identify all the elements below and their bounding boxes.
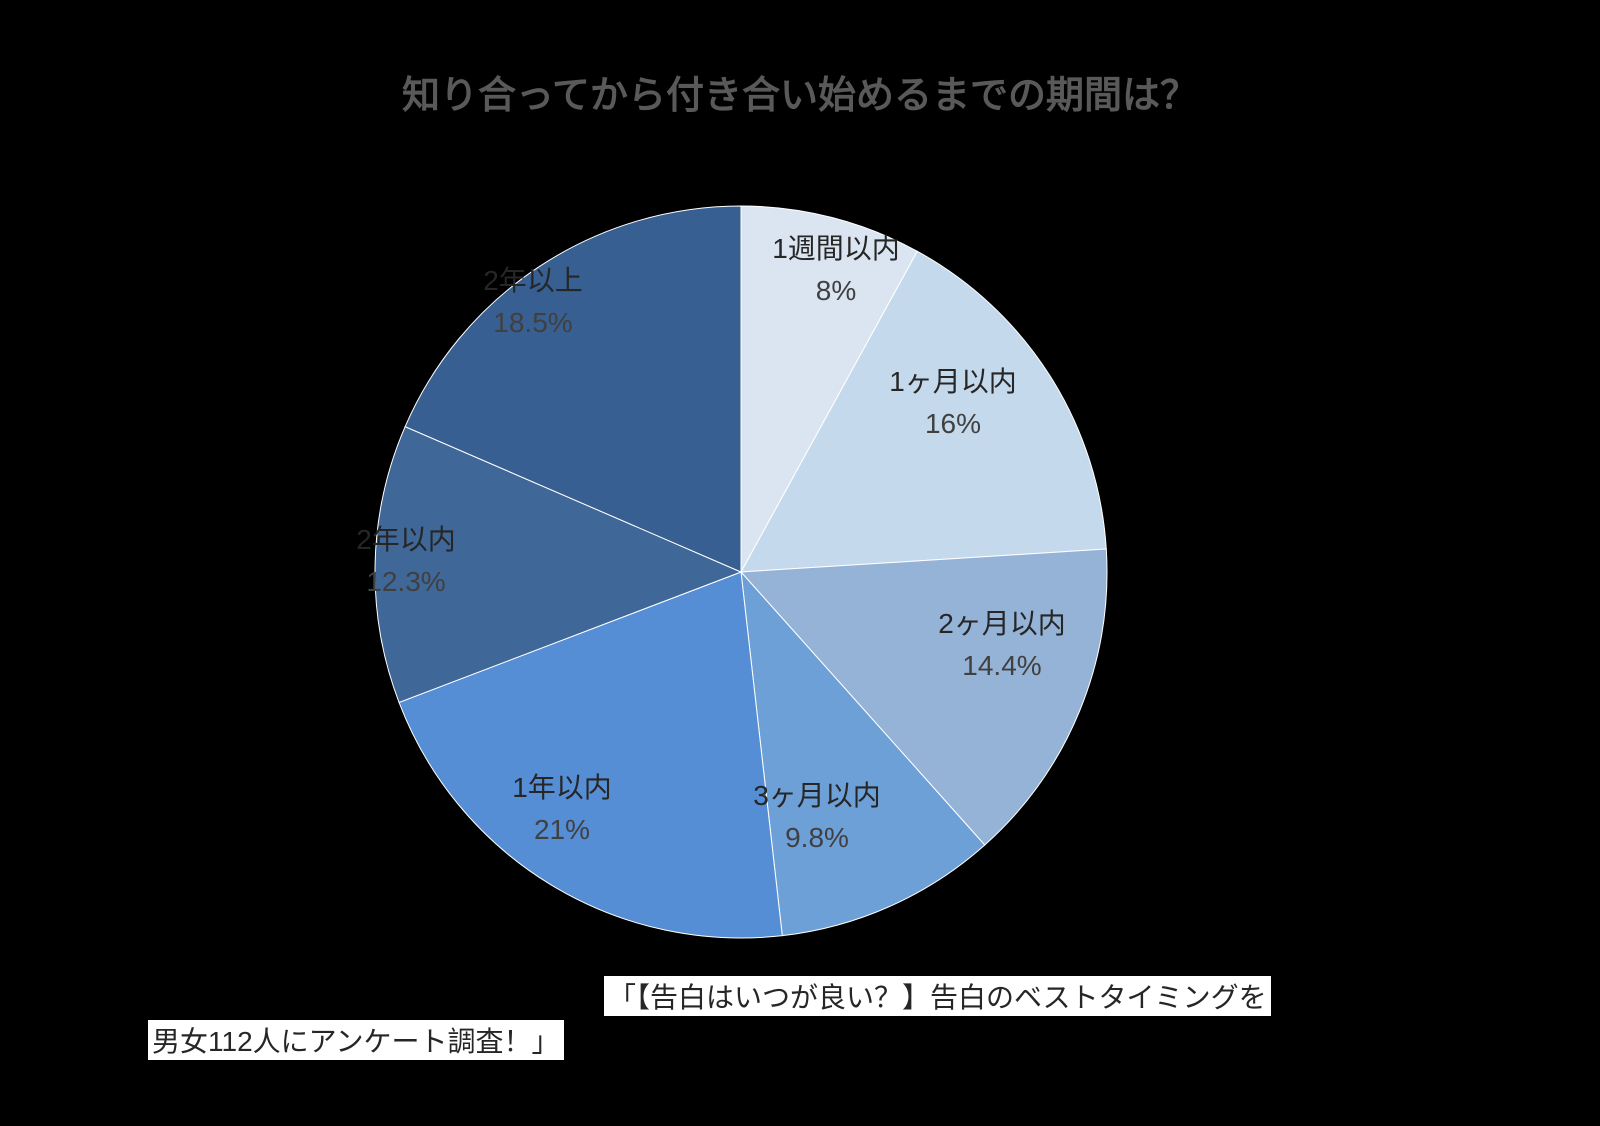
slice-label: 2年以内12.3%: [356, 519, 456, 603]
slice-percent: 16%: [889, 403, 1017, 445]
slice-percent: 12.3%: [356, 561, 456, 603]
slice-label: 2ヶ月以内14.4%: [938, 603, 1066, 687]
slice-name: 3ヶ月以内: [753, 775, 881, 817]
slice-name: 2ヶ月以内: [938, 603, 1066, 645]
slice-name: 2年以内: [356, 519, 456, 561]
slice-label: 1ヶ月以内16%: [889, 361, 1017, 445]
slice-percent: 9.8%: [753, 817, 881, 859]
slice-name: 1週間以内: [772, 228, 900, 270]
slice-percent: 14.4%: [938, 645, 1066, 687]
slice-label: 3ヶ月以内9.8%: [753, 775, 881, 859]
slice-label: 1週間以内8%: [772, 228, 900, 312]
caption-line-2: 男女112人にアンケート調査！」: [148, 1020, 564, 1060]
caption-line-1: 「【告白はいつが良い？】告白のベストタイミングを: [604, 976, 1271, 1016]
pie-chart: [0, 0, 1600, 1126]
slice-percent: 18.5%: [483, 302, 583, 344]
slice-name: 1ヶ月以内: [889, 361, 1017, 403]
slice-label: 1年以内21%: [512, 767, 612, 851]
slice-name: 1年以内: [512, 767, 612, 809]
slice-percent: 8%: [772, 270, 900, 312]
slice-name: 2年以上: [483, 260, 583, 302]
slice-label: 2年以上18.5%: [483, 260, 583, 344]
slice-percent: 21%: [512, 809, 612, 851]
